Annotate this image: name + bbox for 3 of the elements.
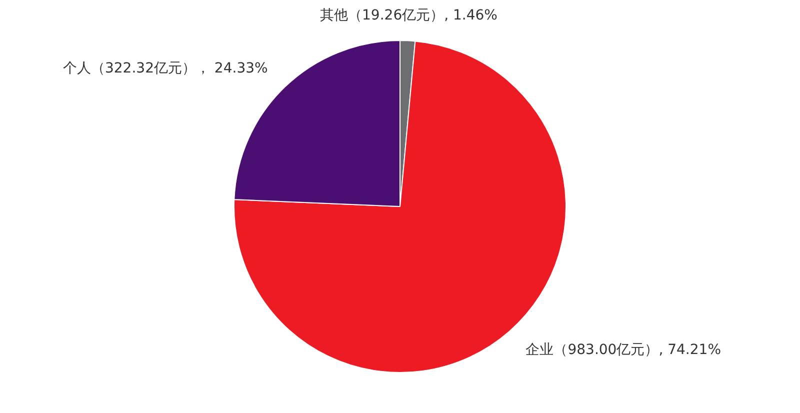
slice-label: 企业（983.00亿元）, 74.21% <box>526 342 722 358</box>
slice-label: 其他（19.26亿元）, 1.46% <box>320 7 498 24</box>
slice-label: 个人（322.32亿元）， 24.33% <box>62 60 268 76</box>
